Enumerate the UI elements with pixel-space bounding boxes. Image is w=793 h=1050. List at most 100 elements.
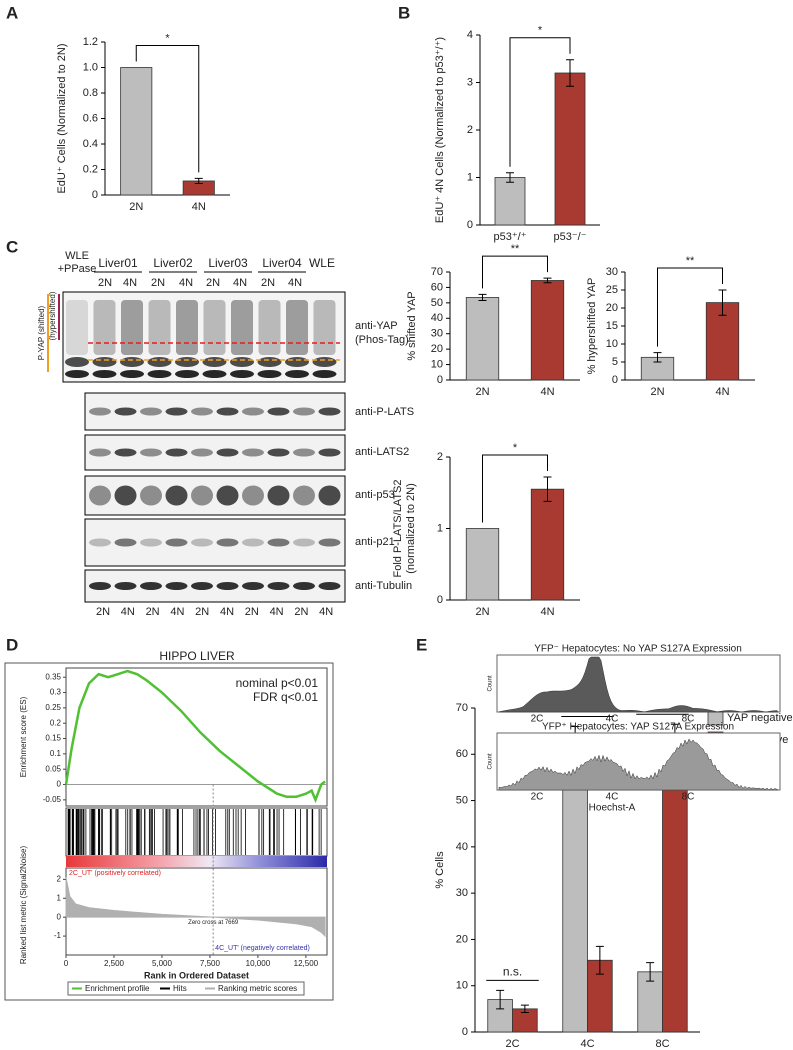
y2-tick-label: 1 <box>57 893 62 902</box>
error-bar <box>543 476 552 502</box>
y2-axis-label: Ranked list metric (Signal2Noise) <box>19 846 28 965</box>
blot-band <box>242 538 264 547</box>
blot-band <box>230 370 254 378</box>
panel-frame <box>4 662 334 1001</box>
significance-bracket <box>482 454 548 523</box>
blot-band <box>165 448 188 457</box>
y-tick-label: 10 <box>431 358 443 370</box>
y-tick-label: 1 <box>437 522 443 534</box>
blot-band <box>318 407 341 416</box>
blot-label: 4N <box>123 277 137 289</box>
blot-band <box>318 448 341 457</box>
histogram-xtick: 8C <box>682 792 695 803</box>
enrichment-line <box>64 669 326 804</box>
y-axis-label: EdU⁺ Cells (Normalized to 2N) <box>56 43 68 193</box>
error-bar <box>566 59 574 87</box>
blot-label: 2N <box>245 606 259 618</box>
x-tick-label: 2N <box>650 386 664 398</box>
y-tick-label: 30 <box>431 328 443 340</box>
error-bar <box>718 289 727 316</box>
annotation: FDR q<0.01 <box>253 690 318 704</box>
blot-band <box>140 582 162 590</box>
antibody-label: anti-p21 <box>355 536 395 548</box>
blot-band <box>267 538 290 547</box>
x-tick-label: 2N <box>475 386 489 398</box>
blot-band <box>89 538 111 547</box>
y-tick-label: 30 <box>456 887 468 899</box>
blot-label: 4N <box>288 277 302 289</box>
y2-tick-label: -1 <box>54 931 62 940</box>
y-tick-label: 3 <box>467 76 473 88</box>
histogram-ylabel: Count <box>488 675 494 691</box>
bar <box>465 297 500 381</box>
blot-label: 2N <box>261 277 275 289</box>
blot-smear <box>286 300 308 355</box>
y-tick-label: 4 <box>467 29 473 41</box>
antibody-label: (Phos-Tag) <box>355 334 409 346</box>
y-tick-label: 20 <box>431 343 443 355</box>
y-axis-label: (normalized to 2N) <box>405 483 417 573</box>
blot-band <box>165 538 188 547</box>
histogram-xtick: 8C <box>682 714 695 725</box>
histogram-xtick: 2C <box>531 792 544 803</box>
error-bar <box>194 177 203 185</box>
blot-band <box>257 357 282 367</box>
y-tick-label: 0 <box>57 780 62 789</box>
x-tick-label: 2,500 <box>104 959 125 968</box>
x-tick-label: 10,000 <box>246 959 271 968</box>
blot-band <box>285 357 309 367</box>
blot-band <box>92 357 117 367</box>
legend-label: Ranking metric scores <box>218 984 297 993</box>
y-axis-label: % shifted YAP <box>406 291 418 360</box>
chart-title: HIPPO LIVER <box>159 649 235 663</box>
y-tick-label: 20 <box>606 302 618 314</box>
error-bar <box>478 293 487 302</box>
blot-band <box>147 357 172 367</box>
histogram-title: YFP⁺ Hepatocytes: YAP S127A Expression <box>542 722 734 733</box>
y-tick-label: 20 <box>456 933 468 945</box>
y-tick-label: 25 <box>606 284 618 296</box>
blot-band <box>92 370 117 378</box>
side-label: (hypershifted) <box>48 291 57 340</box>
legend-label: Hits <box>173 984 187 993</box>
blot-label: 2N <box>151 277 165 289</box>
histogram <box>498 738 779 791</box>
blot-band <box>216 448 239 457</box>
blot-band <box>318 538 341 547</box>
bar <box>465 528 500 601</box>
hits-frame <box>65 807 328 857</box>
y-tick-label: 1.2 <box>83 36 98 48</box>
metric-area <box>65 877 326 938</box>
x-axis-label: Rank in Ordered Dataset <box>144 970 249 980</box>
y-tick-label: 0.05 <box>45 764 61 773</box>
histogram-xtick: 4C <box>606 792 619 803</box>
y-tick-label: 10 <box>456 980 468 992</box>
histogram-xlabel: Hoechst-A <box>589 803 636 814</box>
y2-tick-label: 2 <box>57 874 62 883</box>
pos-label: 2C_UT' (positively correlated) <box>69 870 161 877</box>
blot-band <box>165 582 188 590</box>
blot-band <box>216 582 239 590</box>
blot-band <box>191 448 213 457</box>
y-tick-label: 0 <box>92 189 98 201</box>
x-tick-label: 2N <box>129 201 143 213</box>
blot-label: +PPase <box>58 263 97 275</box>
blot-band <box>89 485 111 506</box>
error-bar <box>543 277 552 284</box>
y-tick-label: 0.25 <box>45 703 61 712</box>
y-tick-label: 2 <box>467 124 473 136</box>
error-bar <box>646 962 655 982</box>
blot-band <box>293 582 315 590</box>
histogram-xtick: 2C <box>531 714 544 725</box>
blot-band <box>191 407 213 416</box>
blot-label: 4N <box>220 606 234 618</box>
y-tick-label: 0.15 <box>45 734 61 743</box>
significance-bracket <box>135 45 200 173</box>
x-tick-label: 2N <box>475 606 489 618</box>
legend-frame <box>67 981 305 996</box>
blot-label: 4N <box>270 606 284 618</box>
blot-smear <box>66 300 88 355</box>
error-bar <box>595 945 604 975</box>
zero-cross-label: Zero cross at 7669 <box>188 920 239 926</box>
y-tick-label: 0.8 <box>83 87 98 99</box>
